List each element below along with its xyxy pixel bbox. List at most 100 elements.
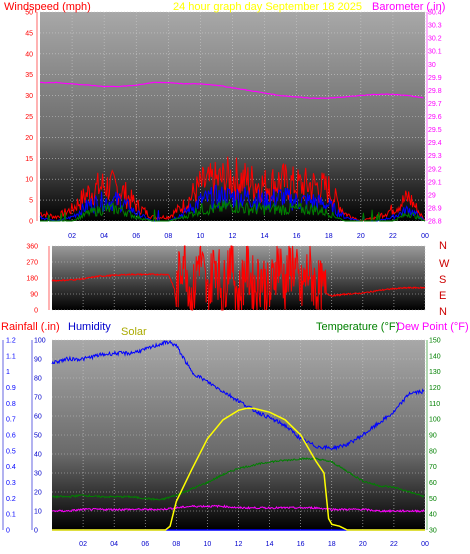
wind-x-tick: 02 [68,233,76,240]
direction-tick: 270 [26,260,38,267]
compass-letter: N [439,306,447,318]
temperature-tick: 80 [429,448,437,455]
temperature-tick: 150 [429,338,441,345]
humidity-tick: 10 [34,509,42,516]
temp-x-tick: 02 [79,541,87,548]
barometer-tick: 29.2 [428,166,442,173]
barometer-tick: 29.8 [428,88,442,95]
windspeed-tick: 20 [25,135,33,142]
series-dewpointf [51,504,425,513]
barometer-tick: 28.9 [428,205,442,212]
temperature-tick: 100 [429,417,441,424]
rainfall-axis-title: Rainfall (.in) [1,321,60,333]
direction-line [51,245,426,311]
barometer-tick: 29.1 [428,179,442,186]
humidity-tick: 30 [34,471,42,478]
humidity-tick: 80 [34,376,42,383]
wind-x-tick: 00 [421,233,429,240]
direction-tick: 360 [26,244,38,251]
direction-series [51,245,426,311]
barometer-tick: 30.4 [428,10,442,17]
direction-tick: 0 [34,308,38,315]
temperature-tick: 110 [429,401,440,408]
wind-grid [36,11,428,222]
temperature-tick: 40 [429,512,437,519]
wind-series [39,81,426,222]
temp-x-tick: 08 [172,541,180,548]
wind-low-line [40,200,426,222]
rainfall-tick: 0.7 [6,417,16,424]
barometer-tick: 29.9 [428,75,442,82]
series-temperaturef [51,457,425,501]
wind-x-tick: 16 [293,233,301,240]
graph-title: 24 hour graph day September 18 2025 [173,1,362,13]
windspeed-tick: 30 [25,93,33,100]
windspeed-tick: 25 [25,114,33,121]
barometer-tick: 30.2 [428,36,442,43]
compass-letter: S [439,274,447,286]
rainfall-tick: 0.4 [6,464,16,471]
temp-x-tick: 06 [141,541,149,548]
temp-x-tick: 14 [266,541,274,548]
rainfall-tick: 1.1 [6,353,16,360]
humidity-tick: 50 [34,433,42,440]
windspeed-tick: 40 [25,51,33,58]
wind-x-tick: 20 [357,233,365,240]
temp-x-tick: 04 [110,541,118,548]
temperature-tick: 60 [429,480,437,487]
windspeed-tick: 0 [29,219,33,226]
rainfall-tick: 0.1 [6,512,16,519]
temperature-tick: 140 [429,353,441,360]
solar-axis-title: Solar [121,326,147,338]
temperature-tick: 70 [429,464,437,471]
temperature-tick: 30 [429,528,437,535]
humidity-tick: 100 [34,338,46,345]
compass-letter: W [439,258,450,270]
series-humidity [51,339,425,451]
temperature-tick: 50 [429,496,437,503]
barometer-tick: 29.7 [428,101,442,108]
barometer-tick: 30.3 [428,23,442,30]
barometer-tick: 30.1 [428,49,442,56]
windspeed-tick: 5 [29,198,33,205]
direction-tick: 180 [26,276,38,283]
temp-x-tick: 00 [421,541,429,548]
wind-x-tick: 10 [197,233,205,240]
temperature-tick: 120 [429,385,441,392]
dewpoint-axis-title: Dew Point (°F) [397,321,469,333]
barometer-line [39,81,424,100]
wind-x-tick: 14 [261,233,269,240]
wind-x-tick: 04 [100,233,108,240]
barometer-tick: 29.5 [428,127,442,134]
rainfall-tick: 0.2 [6,496,16,503]
windspeed-tick: 45 [25,30,33,37]
temp-x-tick: 22 [390,541,398,548]
solar-line [52,407,425,531]
rainfall-tick: 0.8 [6,401,16,408]
temperature-tick: 130 [429,369,441,376]
rainfall-tick: 0.5 [6,448,16,455]
compass-letter: E [439,290,447,302]
humidity-tick: 70 [34,395,42,402]
rainfall-tick: 1 [6,369,10,376]
temp-x-tick: 12 [235,541,243,548]
barometer-tick: 29.3 [428,153,442,160]
temperature-axis-title: Temperature (°F) [316,321,400,333]
barometer-axis-title: Barometer (.in) [372,1,446,13]
temperature-series [51,339,425,531]
rainfall-tick: 0.9 [6,385,16,392]
temperature-tick: 90 [429,433,437,440]
humidity-tick: 0 [34,528,38,535]
barometer-tick: 29.4 [428,140,442,147]
wind-x-tick: 08 [164,233,172,240]
humidity-tick: 40 [34,452,42,459]
humidity-tick: 20 [34,490,42,497]
rainfall-tick: 0.6 [6,433,16,440]
humidity-tick: 60 [34,414,42,421]
windspeed-axis-title: Windspeed (mph) [4,1,91,13]
windspeed-tick: 10 [25,177,33,184]
humidity-axis-title: Humidity [68,321,111,333]
humidity-tick: 90 [34,357,42,364]
windspeed-tick: 35 [25,72,33,79]
